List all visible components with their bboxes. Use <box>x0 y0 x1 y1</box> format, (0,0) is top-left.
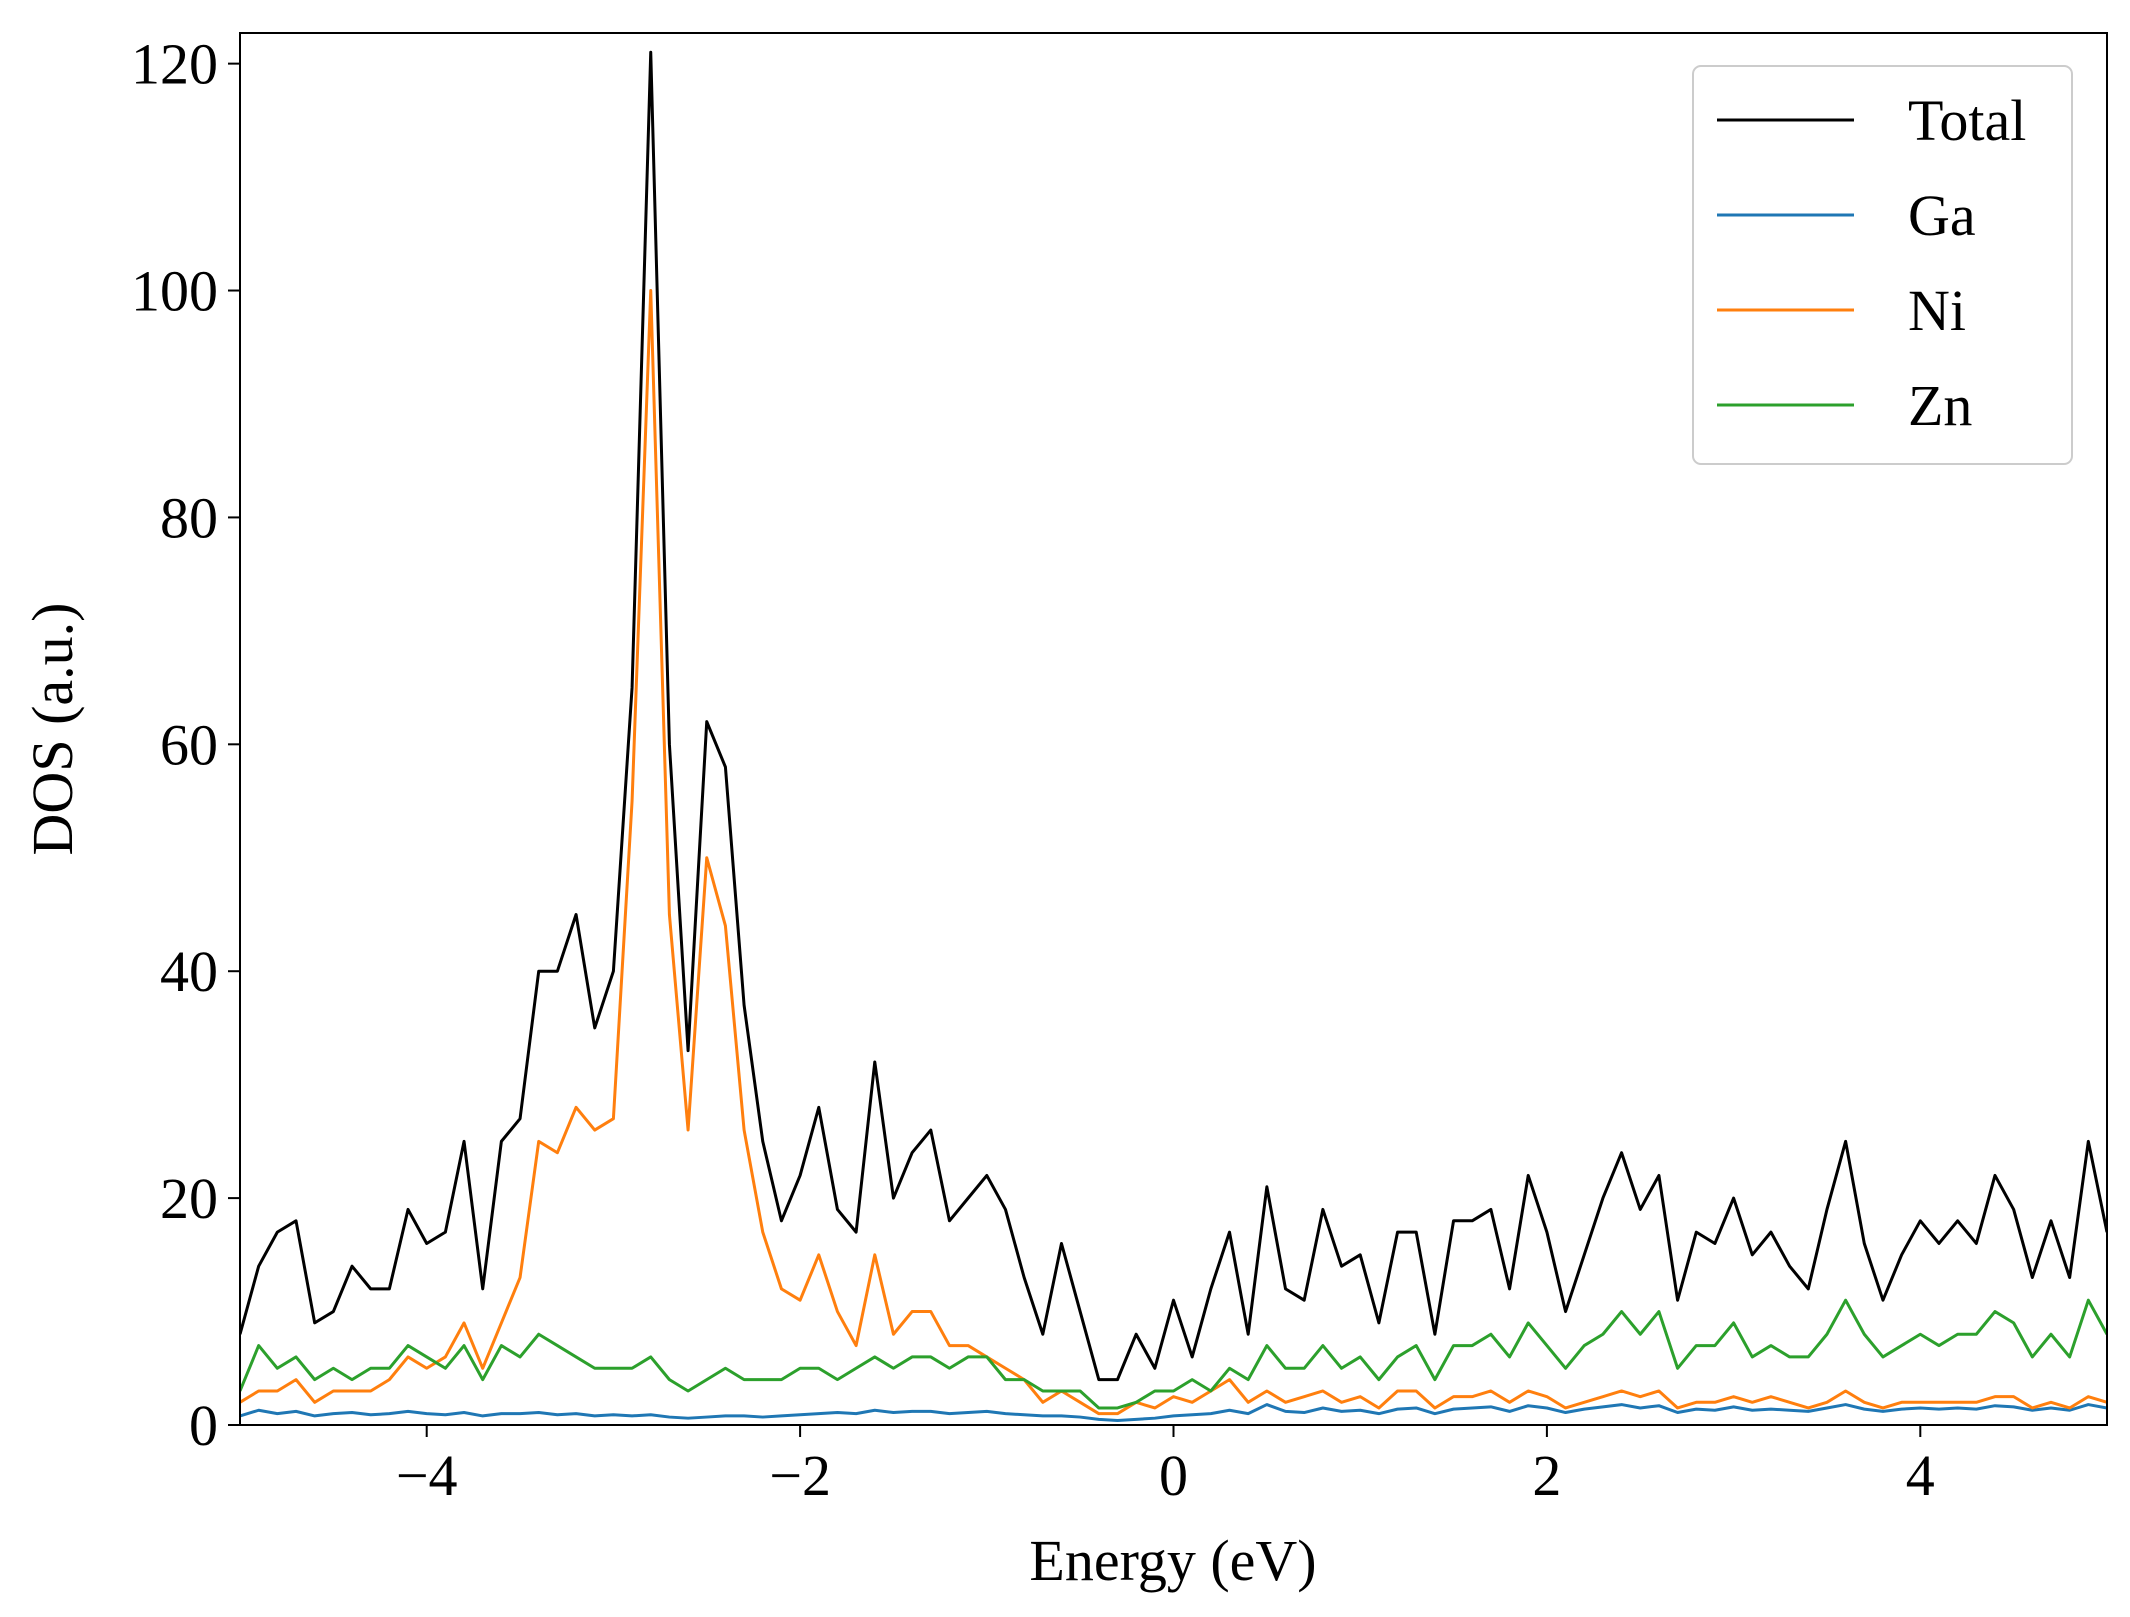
y-tick-label: 80 <box>160 485 218 550</box>
legend-label: Zn <box>1908 373 1972 438</box>
y-tick-label: 120 <box>131 32 218 97</box>
legend-box <box>1692 65 2073 465</box>
y-axis-label: DOS (a.u.) <box>20 603 85 856</box>
y-tick-label: 40 <box>160 939 218 1004</box>
y-tick-label: 0 <box>189 1393 218 1458</box>
x-tick-label: 0 <box>1159 1443 1188 1508</box>
x-tick-label: 2 <box>1532 1443 1561 1508</box>
legend-label: Total <box>1908 88 2026 153</box>
x-tick-label: −4 <box>396 1443 458 1508</box>
series-line <box>240 50 2107 1382</box>
y-tick-label: 20 <box>160 1166 218 1231</box>
legend-label: Ni <box>1908 278 1966 343</box>
series-line <box>240 1403 2107 1422</box>
y-tick-label: 100 <box>131 259 218 324</box>
plot-frame <box>239 32 2108 1426</box>
y-tick-label: 60 <box>160 712 218 777</box>
legend-label: Ga <box>1908 183 1976 248</box>
series-line <box>240 289 2107 1416</box>
x-tick-label: −2 <box>769 1443 831 1508</box>
x-tick-label: 4 <box>1906 1443 1935 1508</box>
x-axis-label: Energy (eV) <box>1029 1528 1316 1593</box>
series-line <box>240 1298 2107 1410</box>
